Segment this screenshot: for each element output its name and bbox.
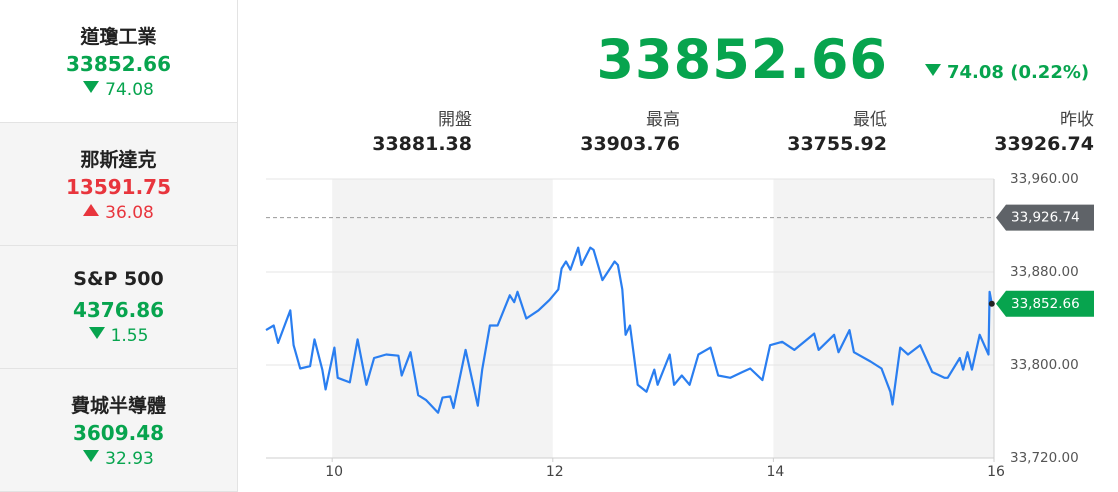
session-band xyxy=(773,179,994,458)
change-arrow xyxy=(83,450,100,462)
index-value: 33852.66 xyxy=(65,52,171,76)
index-change: 74.08 xyxy=(0,80,237,100)
index-name: S&P 500 xyxy=(73,268,164,290)
y-tick-label: 33,960.00 xyxy=(1010,171,1079,187)
reference-label: 33,926.74 xyxy=(1011,210,1080,226)
index-name: 費城半導體 xyxy=(70,395,166,417)
change-amount: 32.93 xyxy=(105,449,154,469)
index-card[interactable]: 道瓊工業 33852.66 74.08 xyxy=(0,0,237,123)
index-card[interactable]: 那斯達克 13591.75 36.08 xyxy=(0,123,237,246)
index-change: 32.93 xyxy=(0,449,237,469)
intraday-chart: 33,960.00 33,880.00 33,800.00 33,720.00 10 12… xyxy=(265,171,1094,480)
last-price-flag xyxy=(996,290,1094,317)
x-tick-label: 14 xyxy=(766,464,784,480)
change-amount: 74.08 xyxy=(947,62,1004,83)
stat-value: 33881.38 xyxy=(372,133,472,155)
stat-label: 昨收 xyxy=(1060,110,1094,130)
index-card[interactable]: 費城半導體 3609.48 32.93 xyxy=(0,369,237,492)
change-amount: 74.08 xyxy=(105,80,154,100)
index-card[interactable]: S&P 500 4376.86 1.55 xyxy=(0,246,237,369)
index-change: 1.55 xyxy=(0,326,237,346)
stat-value: 33755.92 xyxy=(787,133,887,155)
change-arrow xyxy=(88,327,105,339)
current-price: 33852.66 xyxy=(596,28,888,91)
stat-label: 最高 xyxy=(646,110,680,130)
change-arrow xyxy=(83,81,100,93)
stat-label: 最低 xyxy=(853,110,887,130)
index-value: 13591.75 xyxy=(65,175,171,199)
session-band xyxy=(332,179,553,458)
y-tick-label: 33,880.00 xyxy=(1010,264,1079,280)
sidebar: 道瓊工業 33852.66 74.08 那斯達克 13591.75 36.08 S&P 50… xyxy=(0,0,238,492)
change-arrow xyxy=(83,204,100,216)
reference-flag xyxy=(996,204,1094,231)
x-tick-label: 10 xyxy=(325,464,343,480)
y-tick-label: 33,800.00 xyxy=(1010,357,1079,373)
price-line xyxy=(265,246,993,414)
index-value: 3609.48 xyxy=(72,421,165,445)
change-arrow xyxy=(925,64,941,76)
stat-value: 33903.76 xyxy=(580,133,680,155)
x-tick-label: 12 xyxy=(546,464,564,480)
last-point xyxy=(988,300,995,307)
y-tick-label: 33,720.00 xyxy=(1010,450,1079,466)
index-name: 道瓊工業 xyxy=(80,26,157,48)
change-amount: 36.08 xyxy=(105,203,154,223)
last-price-label: 33,852.66 xyxy=(1011,296,1080,312)
x-tick-label: 16 xyxy=(987,464,1005,480)
index-value: 4376.86 xyxy=(72,298,165,322)
change-amount: 1.55 xyxy=(110,326,149,346)
index-name: 那斯達克 xyxy=(80,149,157,171)
stat-label: 開盤 xyxy=(438,110,472,130)
change-percent: (0.22%) xyxy=(1010,62,1090,83)
price-change: 74.08 (0.22%) xyxy=(925,62,1089,83)
stat-value: 33926.74 xyxy=(994,133,1094,155)
index-change: 36.08 xyxy=(0,203,237,223)
